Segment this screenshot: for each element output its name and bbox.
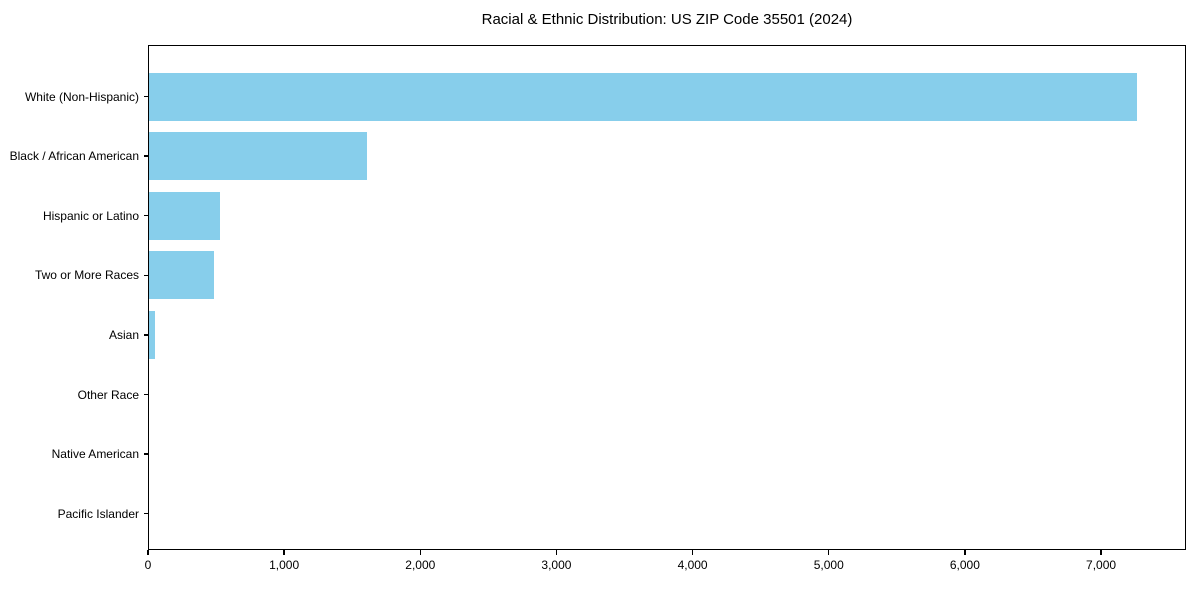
y-axis-label-two-or-more-races: Two or More Races [34,268,139,283]
y-axis-label-native-american: Native American [51,447,139,462]
y-axis-label-hispanic-or-latino: Hispanic or Latino [42,208,139,223]
x-tick-label-0: 0 [144,558,152,572]
x-tick-mark [964,550,966,555]
x-tick-mark [691,550,694,555]
x-tick-mark [283,550,285,555]
y-axis-label-pacific-islander: Pacific Islander [57,506,139,521]
x-tick-mark [1100,550,1102,555]
x-tick-label-3-000: 3,000 [541,558,572,572]
bar-hispanic-or-latino [148,191,220,240]
y-axis-label-asian: Asian [108,327,139,342]
chart-title: Racial & Ethnic Distribution: US ZIP Cod… [481,11,853,28]
y-tick-mark [143,95,148,98]
y-tick-mark [143,274,148,277]
x-tick-mark [419,550,422,555]
y-tick-mark [143,334,148,336]
x-tick-mark [555,550,558,555]
x-tick-mark [147,550,149,555]
x-tick-label-7-000: 7,000 [1086,558,1117,572]
y-axis-label-white-non-hispanic: White (Non-Hispanic) [24,89,139,104]
y-tick-mark [143,155,148,157]
x-tick-label-5-000: 5,000 [813,558,844,572]
x-tick-label-6-000: 6,000 [949,558,980,572]
bar-white-non-hispanic [148,72,1137,121]
y-tick-mark [143,512,148,515]
y-axis-label-black-african-american: Black / African American [9,149,139,164]
x-tick-mark [827,550,830,555]
plot-area [148,45,1186,550]
bar-other-race [148,370,150,419]
y-axis-label-other-race: Other Race [77,387,139,402]
y-tick-mark [143,453,148,455]
bar-two-or-more-races [148,251,214,300]
bar-asian [148,310,155,359]
x-tick-label-2-000: 2,000 [405,558,436,572]
bar-black-african-american [148,132,368,181]
y-tick-mark [143,393,148,396]
x-tick-label-4-000: 4,000 [677,558,708,572]
y-tick-mark [143,214,148,217]
x-tick-label-1-000: 1,000 [269,558,300,572]
